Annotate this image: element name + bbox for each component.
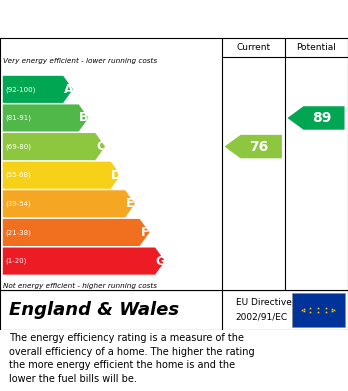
Polygon shape — [3, 76, 73, 103]
Text: The energy efficiency rating is a measure of the
overall efficiency of a home. T: The energy efficiency rating is a measur… — [9, 333, 254, 384]
Polygon shape — [287, 106, 345, 130]
Text: (92-100): (92-100) — [5, 86, 35, 93]
Polygon shape — [3, 248, 165, 274]
Text: (39-54): (39-54) — [5, 201, 31, 207]
Text: England & Wales: England & Wales — [9, 301, 179, 319]
Polygon shape — [224, 135, 282, 158]
Text: Not energy efficient - higher running costs: Not energy efficient - higher running co… — [3, 283, 158, 289]
Text: 89: 89 — [312, 111, 331, 125]
Text: Energy Efficiency Rating: Energy Efficiency Rating — [9, 11, 219, 27]
Text: 2002/91/EC: 2002/91/EC — [236, 313, 288, 322]
Text: E: E — [126, 197, 135, 210]
Polygon shape — [3, 161, 121, 189]
Text: Current: Current — [236, 43, 270, 52]
Text: (21-38): (21-38) — [5, 229, 31, 236]
Text: Very energy efficient - lower running costs: Very energy efficient - lower running co… — [3, 58, 158, 64]
Bar — [292, 293, 345, 327]
Text: 76: 76 — [249, 140, 268, 154]
Text: B: B — [79, 111, 89, 124]
Polygon shape — [3, 190, 135, 217]
Text: Potential: Potential — [296, 43, 336, 52]
Text: F: F — [141, 226, 149, 239]
Text: EU Directive: EU Directive — [236, 298, 292, 307]
Text: (81-91): (81-91) — [5, 115, 31, 121]
Text: D: D — [111, 169, 121, 182]
Text: G: G — [156, 255, 166, 267]
Polygon shape — [3, 219, 149, 246]
Polygon shape — [3, 133, 105, 160]
Text: (1-20): (1-20) — [5, 258, 26, 264]
Text: A: A — [64, 83, 73, 96]
Text: (55-68): (55-68) — [5, 172, 31, 178]
Text: C: C — [96, 140, 105, 153]
Polygon shape — [3, 104, 88, 131]
Text: (69-80): (69-80) — [5, 143, 31, 150]
